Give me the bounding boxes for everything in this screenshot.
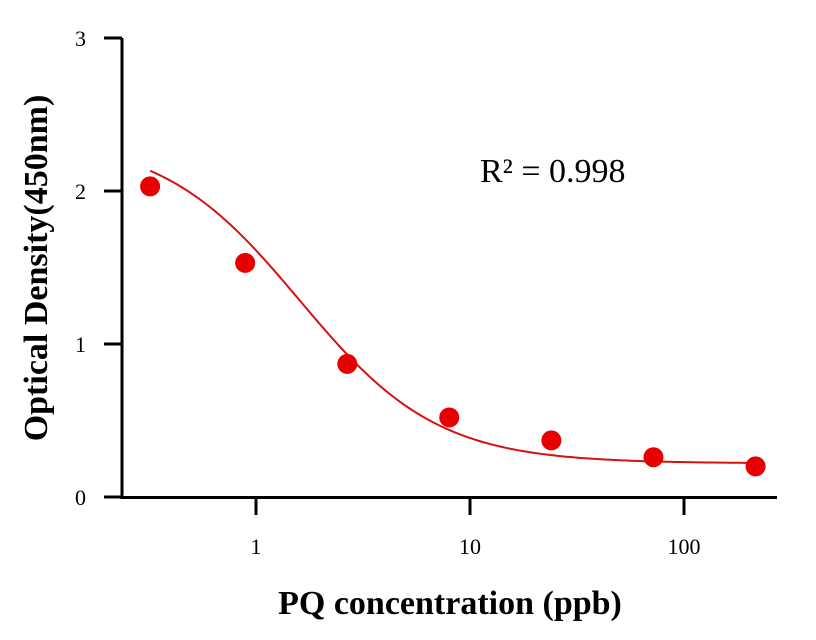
axes <box>120 38 777 499</box>
x-ticks: 1 10 100 <box>251 497 701 559</box>
x-tick-label-100: 100 <box>668 534 701 559</box>
x-tick-label-1: 1 <box>251 534 262 559</box>
data-point-3 <box>337 353 358 374</box>
x-axis-title: PQ concentration (ppb) <box>278 585 622 622</box>
x-tick-label-10: 10 <box>459 534 481 559</box>
data-point-2 <box>235 252 256 273</box>
y-tick-label-3: 3 <box>75 26 86 51</box>
data-point-6 <box>643 447 664 468</box>
y-tick-label-0: 0 <box>75 485 86 510</box>
data-point-4 <box>439 407 460 428</box>
data-points <box>140 176 766 477</box>
y-ticks: 0 1 2 3 <box>75 26 122 510</box>
y-axis-title: Optical Density(450nm) <box>18 95 55 442</box>
data-point-7 <box>745 456 766 477</box>
data-point-5 <box>541 430 562 451</box>
y-tick-label-1: 1 <box>75 332 86 357</box>
y-tick-label-2: 2 <box>75 179 86 204</box>
r-squared-annotation: R² = 0.998 <box>480 153 626 190</box>
data-point-1 <box>140 176 161 197</box>
